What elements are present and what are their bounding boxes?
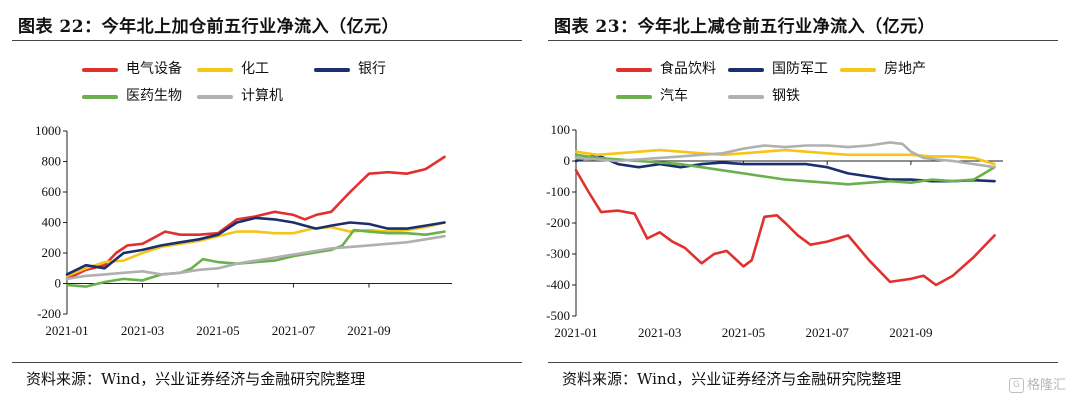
legend-label: 计算机 xyxy=(241,88,283,104)
legend-swatch xyxy=(728,95,764,99)
legend-label: 钢铁 xyxy=(772,88,800,104)
top-rule xyxy=(12,40,522,41)
x-tick-label: 2021-09 xyxy=(889,325,932,340)
legend-label: 国防军工 xyxy=(772,61,828,77)
legend-label: 房地产 xyxy=(884,61,926,77)
legend-swatch xyxy=(197,95,233,99)
series-line-4 xyxy=(574,141,996,169)
series-line-0 xyxy=(574,169,996,287)
y-tick-label: 1000 xyxy=(35,123,61,138)
x-tick-label: 2021-03 xyxy=(121,323,164,338)
y-tick-label: 400 xyxy=(42,215,62,230)
series-line-3 xyxy=(65,228,446,288)
y-tick-label: 600 xyxy=(42,184,62,199)
x-tick-label: 2021-01 xyxy=(45,323,88,338)
source-note: 资料来源：Wind，兴业证券经济与金融研究院整理 xyxy=(26,370,366,388)
y-tick-label: -100 xyxy=(546,184,570,199)
y-tick-label: 0 xyxy=(55,276,62,291)
chart-panel-left: 图表 22：今年北上加仓前五行业净流入（亿元） 电气设备 化工 银行 医药生物 … xyxy=(12,0,532,403)
legend-label: 汽车 xyxy=(660,88,688,104)
top-rule xyxy=(548,40,1058,41)
gelonghui-logo-icon: G xyxy=(1008,378,1024,393)
legend-label: 医药生物 xyxy=(126,88,182,104)
x-tick-label: 2021-09 xyxy=(347,323,390,338)
x-tick-label: 2021-07 xyxy=(806,325,850,340)
legend-label: 化工 xyxy=(241,61,269,77)
legend-label: 食品饮料 xyxy=(660,61,716,77)
y-tick-label: 200 xyxy=(42,245,62,260)
chart-panel-right: 图表 23：今年北上减仓前五行业净流入（亿元） 食品饮料 国防军工 房地产 汽车… xyxy=(546,0,1068,403)
watermark-text: 格隆汇 xyxy=(1026,378,1066,393)
y-tick-label: -400 xyxy=(546,277,570,292)
watermark: G 格隆汇 xyxy=(1008,374,1066,393)
legend-swatch xyxy=(82,95,118,99)
y-tick-label: 0 xyxy=(564,153,571,168)
legend-swatch xyxy=(197,68,233,72)
y-tick-label: 800 xyxy=(42,154,62,169)
legend-swatch xyxy=(728,68,764,72)
bottom-rule xyxy=(12,362,522,363)
series-line-0 xyxy=(65,155,446,281)
legend-label: 电气设备 xyxy=(126,61,182,77)
line-chart-right: 100 0 -100 -200 -300 -400 -500 2021-01 2021-03 20… xyxy=(546,122,1003,340)
bottom-rule xyxy=(548,362,1058,363)
source-note: 资料来源：Wind，兴业证券经济与金融研究院整理 xyxy=(562,370,902,388)
y-tick-label: -500 xyxy=(546,308,570,323)
legend-label: 银行 xyxy=(358,61,386,77)
x-tick-label: 2021-05 xyxy=(196,323,239,338)
legend-swatch xyxy=(82,68,118,72)
x-tick-label: 2021-01 xyxy=(554,325,597,340)
series-line-3 xyxy=(574,153,996,186)
series-line-4 xyxy=(65,234,446,281)
y-tick-label: -300 xyxy=(546,246,570,261)
line-chart-left: 1000 800 600 400 200 0 -200 2021-01 2021-03 2021-… xyxy=(35,123,452,338)
chart-title: 图表 22：今年北上加仓前五行业净流入（亿元） xyxy=(18,17,400,37)
series-line-1 xyxy=(65,221,446,278)
x-tick-label: 2021-03 xyxy=(638,325,681,340)
legend-swatch xyxy=(616,95,652,99)
legend-swatch xyxy=(616,68,652,72)
y-tick-label: -200 xyxy=(37,306,61,321)
chart-title: 图表 23：今年北上减仓前五行业净流入（亿元） xyxy=(554,17,936,37)
series-line-2 xyxy=(574,148,996,166)
legend-swatch xyxy=(314,68,350,72)
series-line-2 xyxy=(65,216,446,276)
legend-swatch xyxy=(840,68,876,72)
y-tick-label: 100 xyxy=(551,122,571,137)
y-tick-label: -200 xyxy=(546,215,570,230)
x-tick-label: 2021-05 xyxy=(722,325,765,340)
x-tick-label: 2021-07 xyxy=(272,323,316,338)
